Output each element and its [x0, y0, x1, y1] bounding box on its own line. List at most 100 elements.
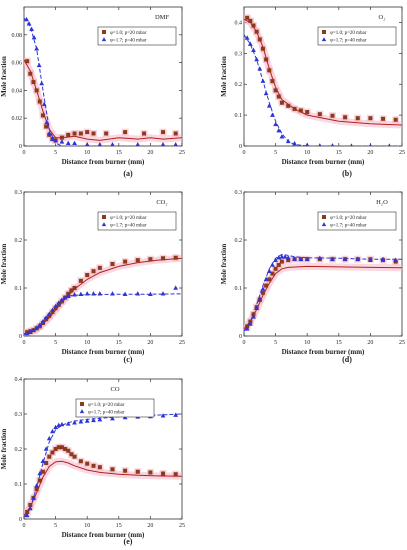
y-tick-label: 0.2	[235, 238, 243, 244]
x-tick-label: 10	[84, 340, 90, 346]
y-tick-label: 0	[19, 517, 22, 523]
series2-point	[97, 142, 103, 146]
series2-point	[355, 256, 361, 261]
series1-point	[135, 469, 140, 474]
series2-point	[270, 112, 275, 117]
series1-point	[110, 262, 115, 266]
series2-point	[84, 291, 90, 296]
series1-point	[270, 79, 275, 84]
series1-point	[28, 503, 33, 507]
series2-point	[273, 257, 278, 262]
series1-point	[47, 313, 52, 318]
y-tick-label: 0.1	[235, 113, 243, 119]
series2-point	[273, 121, 278, 127]
legend-series1-marker	[102, 30, 106, 34]
y-tick-label: 0.06	[12, 61, 23, 67]
series2-point	[393, 257, 399, 262]
series1-point	[44, 461, 49, 465]
series2-point	[97, 417, 103, 422]
series2-point	[292, 256, 297, 261]
series2-point	[46, 130, 52, 136]
legend-series1-label: φ=1.0; p=20 mbar	[330, 31, 367, 36]
species-title: O₂	[379, 14, 386, 21]
species-title: CO₂	[156, 199, 167, 206]
series1-point	[110, 467, 115, 472]
plot-frame	[23, 6, 183, 147]
series2-point	[53, 424, 58, 430]
series1-point	[343, 115, 348, 120]
series1-point	[135, 258, 140, 263]
series2-point	[50, 136, 55, 141]
series2-point	[298, 256, 304, 261]
series1-point	[37, 478, 42, 483]
series2-point	[317, 255, 323, 261]
series1-point	[69, 288, 74, 293]
series2-point	[247, 321, 253, 326]
series1-point	[66, 132, 71, 137]
series1-point	[317, 112, 322, 117]
series1-point	[161, 471, 166, 476]
series1-point	[273, 266, 278, 271]
series2-point	[78, 291, 84, 297]
legend-series2-label: φ=1.7; p=40 mbar	[110, 224, 147, 229]
series1-point	[381, 116, 386, 121]
series1-point	[25, 59, 30, 64]
y-tick-label: 0	[19, 334, 22, 340]
series1-point	[40, 113, 45, 118]
panel-label: (a)	[123, 169, 133, 178]
y-tick-label: 0.1	[15, 482, 23, 488]
legend-series2-label: φ=1.7; p=40 mbar	[88, 411, 125, 416]
chart-panel-c: 0 5 10 15 20 25 0 0.1 0.2 0.3 Distance from burner…	[0, 190, 185, 364]
series1-model-curve	[244, 265, 402, 330]
series2-point	[50, 307, 55, 312]
y-tick-label: 0.4	[15, 377, 23, 383]
series1-point	[260, 46, 265, 51]
series1-point	[270, 271, 275, 276]
series1-point	[59, 135, 64, 140]
series2-point	[254, 56, 260, 62]
series1-point	[40, 469, 45, 474]
series2-point	[260, 286, 266, 291]
series2-point	[173, 285, 179, 290]
x-axis-label: Distance from burner (mm)	[282, 158, 365, 166]
legend-series2-label: φ=1.7; p=40 mbar	[330, 224, 367, 229]
series1-point	[59, 445, 64, 450]
series2-point	[46, 311, 52, 316]
y-tick-label: 0.2	[15, 447, 23, 453]
series1-point	[264, 283, 269, 288]
series2-point	[292, 140, 297, 146]
legend-box	[317, 211, 397, 231]
series2-point	[282, 254, 288, 259]
series2-point	[37, 322, 43, 327]
series2-point	[110, 415, 115, 421]
y-tick-label: 0.3	[15, 412, 23, 418]
series2-point	[330, 143, 335, 146]
series2-point	[251, 47, 256, 53]
series2-point	[65, 140, 71, 146]
series2-point	[251, 314, 256, 319]
plot-area	[244, 14, 402, 146]
series2-point	[257, 295, 263, 301]
series1-point	[91, 463, 96, 468]
series2-point	[160, 413, 166, 418]
series1-point	[248, 18, 253, 23]
chart-panel-b: 0 5 10 15 20 25 0 0.1 0.2 0.3 0.4 Distance from bur…	[220, 6, 405, 178]
x-tick-label: 20	[147, 340, 153, 346]
series1-point	[91, 131, 96, 136]
y-tick-label: 0.2	[235, 82, 243, 88]
series1-point	[78, 131, 83, 136]
legend-box	[97, 26, 177, 46]
series2-point	[62, 295, 68, 300]
series2-point	[244, 326, 250, 331]
series2-point	[53, 303, 58, 309]
series1-point	[63, 447, 68, 451]
series2-point	[318, 143, 322, 146]
x-tick-label: 15	[116, 340, 122, 346]
series1-point	[173, 131, 178, 136]
x-tick-label: 0	[23, 150, 26, 156]
series1-point	[53, 306, 58, 311]
series2-point	[380, 256, 386, 261]
series2-point	[72, 292, 77, 297]
legend-box	[97, 211, 177, 231]
series2-point	[56, 300, 62, 305]
